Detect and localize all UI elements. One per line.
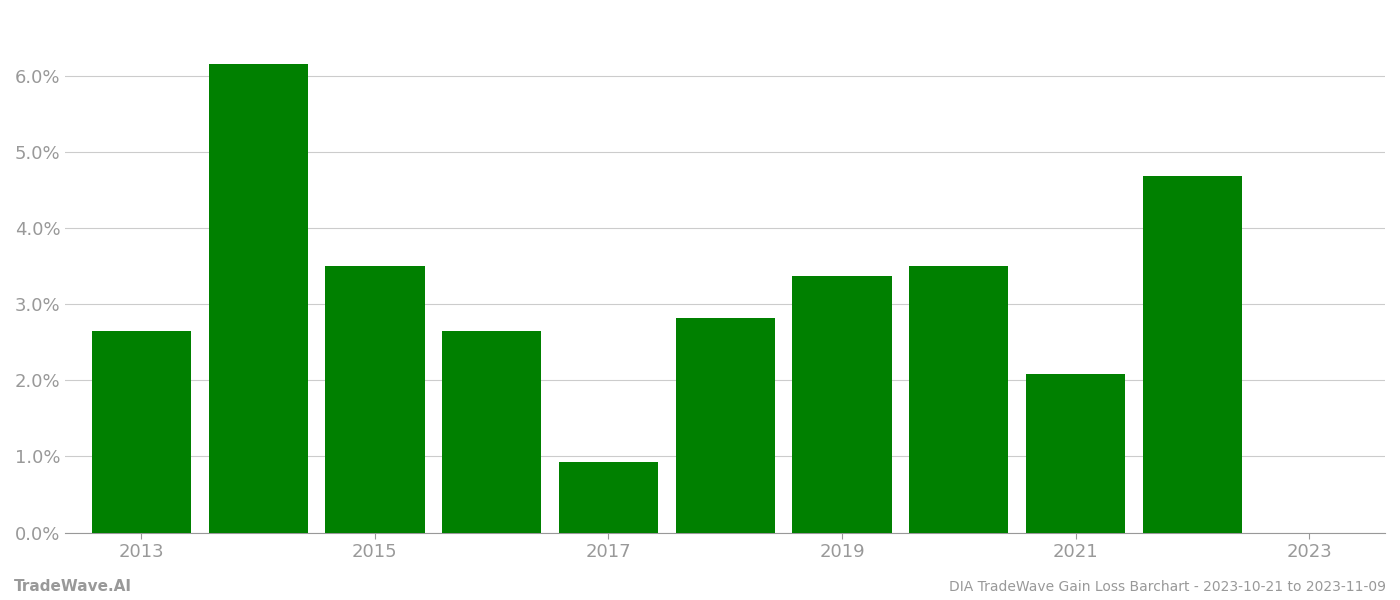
Bar <box>325 266 424 533</box>
Bar <box>1026 374 1126 533</box>
Bar <box>792 276 892 533</box>
Bar <box>909 266 1008 533</box>
Bar <box>559 462 658 533</box>
Bar <box>442 331 542 533</box>
Text: TradeWave.AI: TradeWave.AI <box>14 579 132 594</box>
Bar <box>92 331 190 533</box>
Text: DIA TradeWave Gain Loss Barchart - 2023-10-21 to 2023-11-09: DIA TradeWave Gain Loss Barchart - 2023-… <box>949 580 1386 594</box>
Bar <box>676 318 774 533</box>
Bar <box>1142 176 1242 533</box>
Bar <box>209 64 308 533</box>
